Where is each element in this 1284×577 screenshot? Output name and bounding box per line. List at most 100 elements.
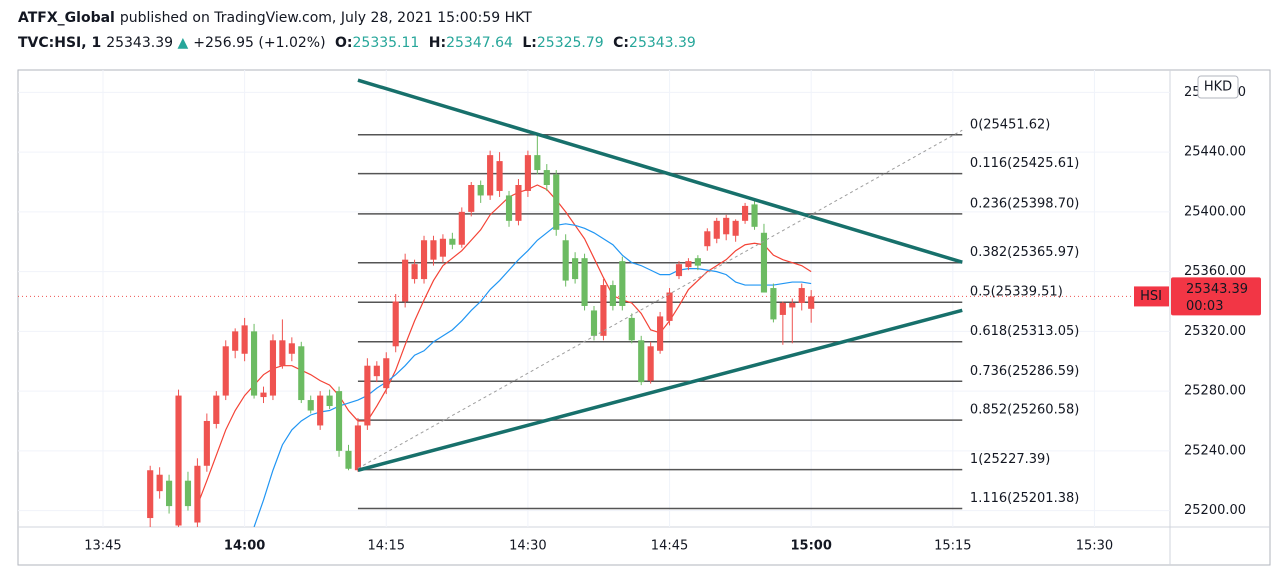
c-label: C: [613, 35, 630, 51]
candle-body [619, 261, 626, 306]
candle-body [487, 155, 494, 196]
y-tick-label: 25440.00 [1184, 145, 1246, 160]
candle-body [260, 392, 267, 398]
price-tag-value: 25343.39 [1186, 282, 1248, 297]
frame [17, 69, 1271, 566]
candle-body [213, 395, 220, 424]
y-tick-label: 25200.00 [1184, 503, 1246, 518]
candle-body [288, 343, 295, 354]
candle-body [789, 302, 796, 308]
countdown: 00:03 [1186, 299, 1223, 314]
candle-body [590, 310, 598, 336]
candle-body [147, 470, 154, 519]
candle-body [203, 420, 210, 466]
fib-label: 0.116(25425.61) [970, 156, 1079, 171]
candle-body [420, 240, 428, 280]
candle-body [241, 325, 248, 354]
candle-body [477, 184, 484, 196]
candle-body [468, 184, 475, 212]
candle-body [298, 346, 305, 401]
candle-body [524, 155, 531, 191]
change: +256.95 (+1.02%) [193, 35, 326, 51]
published: published on TradingView.com, July 28, 2… [119, 10, 532, 26]
candle-body [383, 358, 390, 389]
c-value: 25343.39 [629, 35, 696, 51]
candle-body [628, 317, 635, 341]
candle-body [326, 395, 333, 407]
fib-label: 0.382(25365.97) [970, 245, 1079, 260]
candle-body [751, 204, 758, 227]
currency-box [1197, 75, 1239, 99]
candle-body [770, 288, 777, 320]
fib-label: 0(25451.62) [970, 117, 1050, 132]
candle-body [543, 170, 550, 185]
fib-label: 0.736(25286.59) [970, 364, 1079, 379]
price-tag [1171, 277, 1261, 316]
x-tick-label: 14:15 [368, 539, 405, 554]
candle-body [666, 292, 673, 321]
candle-body [458, 211, 465, 245]
y-tick-label: 25400.00 [1184, 204, 1246, 219]
candle-body [430, 240, 437, 260]
y-tick-label: 25280.00 [1184, 384, 1246, 399]
candle-body [496, 161, 503, 191]
trend-line [357, 308, 963, 472]
candle-body [572, 258, 579, 280]
candle-body [279, 340, 286, 366]
y-tick-label: 25240.00 [1184, 443, 1246, 458]
y-tick-label: 25320.00 [1184, 324, 1246, 339]
fib-label: 0.236(25398.70) [970, 196, 1079, 211]
candle-body [638, 340, 645, 383]
x-tick-label: 13:45 [84, 539, 121, 554]
candle-body [760, 232, 768, 293]
ticker-tag [1134, 286, 1169, 307]
candle-body [364, 365, 371, 426]
fib-label: 0.5(25339.51) [970, 285, 1063, 300]
fib-label: 1(25227.39) [970, 452, 1050, 467]
fib-label: 0.618(25313.05) [970, 324, 1079, 339]
header-line-2: TVC:HSI, 1 25343.39 ▲ +256.95 (+1.02%) O:2… [18, 35, 696, 51]
candle-body [194, 465, 201, 523]
o-value: 25335.11 [352, 35, 420, 51]
x-tick-label: 14:45 [651, 539, 688, 554]
candle-body [732, 220, 739, 236]
candle-body [553, 174, 560, 230]
candle-body [505, 195, 513, 221]
l-value: 25325.79 [536, 35, 604, 51]
currency-label: HKD [1204, 80, 1232, 95]
candle-body [657, 316, 664, 351]
candle-body [675, 264, 683, 277]
candle-body [345, 450, 352, 469]
symbol: TVC:HSI, 1 [18, 35, 102, 51]
y-tick-label: 25360.00 [1184, 264, 1246, 279]
h-value: 25347.64 [446, 35, 513, 51]
x-tick-label: 15:00 [790, 539, 831, 554]
trend-line [357, 78, 963, 264]
candle-body [609, 285, 616, 306]
o-label: O: [335, 35, 353, 51]
candle-body [798, 288, 805, 303]
candle-body [713, 220, 720, 239]
fib-trend-line [357, 129, 963, 469]
candle-body [742, 205, 749, 221]
ticker-tag-label: HSI [1140, 289, 1162, 304]
h-label: H: [428, 35, 447, 51]
candle-body [166, 480, 173, 507]
header-line-1: ATFX_Global published on TradingView.com,… [18, 10, 532, 26]
candle-body [232, 331, 239, 351]
x-tick-label: 14:00 [224, 539, 265, 554]
candle-body [269, 340, 277, 396]
candle-body [411, 264, 418, 280]
candle-body [402, 259, 409, 302]
candle-body [250, 331, 258, 396]
fib-label: 1.116(25201.38) [970, 491, 1079, 506]
candle-body [373, 365, 380, 377]
candle-body [647, 346, 654, 381]
candle-body [392, 301, 399, 347]
candle-body [534, 155, 541, 171]
moving-average [253, 223, 812, 527]
fib-label: 0.852(25260.58) [970, 403, 1079, 418]
candle-body [779, 302, 786, 315]
